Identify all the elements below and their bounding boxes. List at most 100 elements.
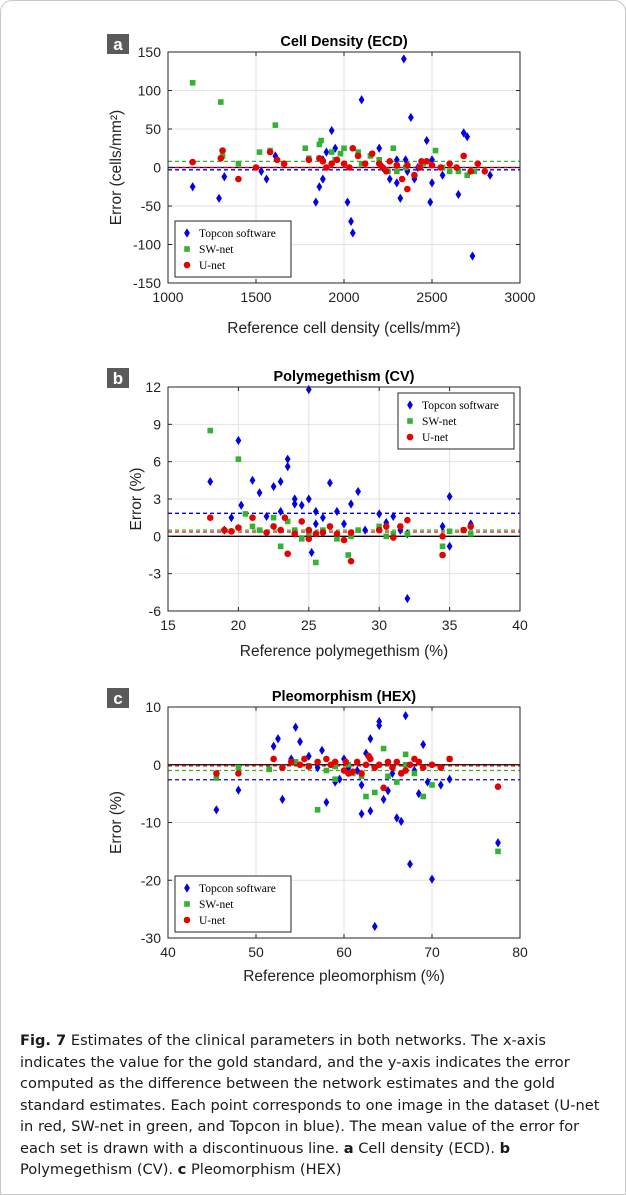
chart-title: Pleomorphism (HEX) [272, 689, 416, 705]
data-point-circle [312, 530, 320, 538]
data-point-diamond [312, 519, 319, 529]
data-point-diamond [415, 789, 422, 799]
data-point-circle [235, 770, 242, 777]
data-point-circle [358, 770, 365, 777]
legend-label: U-net [422, 432, 449, 444]
data-point-diamond [393, 813, 400, 823]
y-tick-label: 9 [153, 416, 161, 432]
data-point-square [207, 427, 214, 434]
data-point-diamond [308, 547, 315, 558]
data-point-diamond [297, 737, 303, 747]
data-point-circle [397, 523, 404, 530]
data-point-circle [340, 536, 348, 544]
data-point-square [363, 793, 369, 800]
data-point-square [213, 775, 220, 781]
data-point-square [298, 536, 305, 542]
data-point-square [383, 533, 390, 540]
data-point-diamond [437, 780, 444, 790]
data-point-diamond [469, 251, 476, 261]
legend-box [174, 220, 292, 278]
data-point-diamond [277, 476, 284, 487]
data-point-circle [228, 528, 235, 535]
data-point-circle [380, 784, 387, 792]
data-point-diamond [328, 125, 335, 136]
panel-badge [107, 368, 129, 388]
data-point-square [429, 782, 435, 788]
data-point-circle [252, 164, 260, 171]
data-point-circle [361, 160, 369, 167]
data-point-square [471, 168, 478, 175]
data-point-circle [439, 533, 446, 540]
x-tick-label: 50 [248, 944, 264, 960]
y-tick-label: -20 [141, 872, 161, 888]
y-axis-label: Error (cells/mm²) [108, 110, 125, 225]
x-tick-label: 2500 [416, 289, 447, 305]
data-point-diamond [344, 197, 351, 207]
y-tick-label: -150 [133, 275, 161, 291]
data-point-diamond [407, 112, 414, 123]
data-point-circle [382, 523, 390, 530]
data-point-diamond [336, 774, 343, 784]
data-point-circle [326, 523, 334, 530]
data-point-diamond [429, 155, 435, 165]
data-point-circle [411, 171, 418, 179]
data-point-circle [333, 156, 341, 164]
data-point-diamond [348, 499, 354, 509]
data-point-circle [301, 755, 308, 763]
data-point-diamond [400, 54, 407, 64]
data-point-diamond [228, 513, 235, 523]
data-point-diamond [319, 513, 326, 523]
data-point-diamond [319, 745, 325, 755]
data-point-circle [287, 758, 295, 766]
data-point-circle [345, 164, 353, 171]
data-point-diamond [238, 500, 245, 510]
data-point-circle [437, 764, 445, 771]
data-point-circle [415, 758, 423, 766]
data-point-square [467, 531, 474, 537]
data-point-diamond [446, 491, 453, 502]
y-tick-label: -50 [141, 198, 161, 214]
data-point-diamond [348, 216, 354, 226]
data-point-circle [423, 158, 431, 165]
data-point-circle [298, 518, 306, 525]
data-point-diamond [367, 734, 374, 744]
data-point-circle [347, 557, 355, 565]
data-point-circle [416, 164, 423, 171]
data-point-diamond [429, 178, 435, 188]
data-point-diamond [404, 593, 411, 604]
data-point-square [189, 80, 196, 86]
data-point-square [277, 543, 284, 550]
data-point-diamond [495, 838, 501, 848]
data-point-circle [347, 529, 355, 536]
data-point-square [432, 147, 439, 154]
data-point-diamond [446, 541, 453, 551]
data-point-square [390, 145, 397, 152]
x-tick-label: 35 [442, 617, 458, 633]
legend-label: Topcon software [422, 400, 499, 412]
data-point-square [446, 528, 453, 535]
data-point-diamond [397, 193, 404, 203]
data-point-circle [375, 761, 383, 769]
data-point-diamond [291, 494, 298, 504]
data-point-square [390, 531, 397, 537]
y-tick-label: 10 [145, 699, 161, 715]
x-axis-label: Reference cell density (cells/mm²) [227, 320, 460, 337]
data-point-circle [404, 161, 411, 169]
data-point-square [376, 157, 382, 163]
data-point-diamond [275, 734, 281, 744]
data-point-circle [404, 185, 411, 193]
data-point-diamond [429, 874, 435, 884]
data-point-square [411, 770, 418, 777]
x-tick-label: 20 [231, 617, 247, 633]
y-tick-label: 150 [138, 44, 162, 60]
data-point-diamond [358, 809, 365, 819]
data-point-square [385, 773, 391, 780]
data-point-diamond [189, 182, 196, 192]
data-point-diamond [258, 166, 265, 176]
panel-letter: c [113, 689, 122, 708]
data-point-square [372, 789, 378, 796]
legend: Topcon software SW-net U-net [397, 392, 515, 450]
y-tick-label: 6 [153, 454, 161, 470]
data-point-circle [323, 164, 330, 171]
y-axis-label: Error (%) [108, 791, 125, 854]
